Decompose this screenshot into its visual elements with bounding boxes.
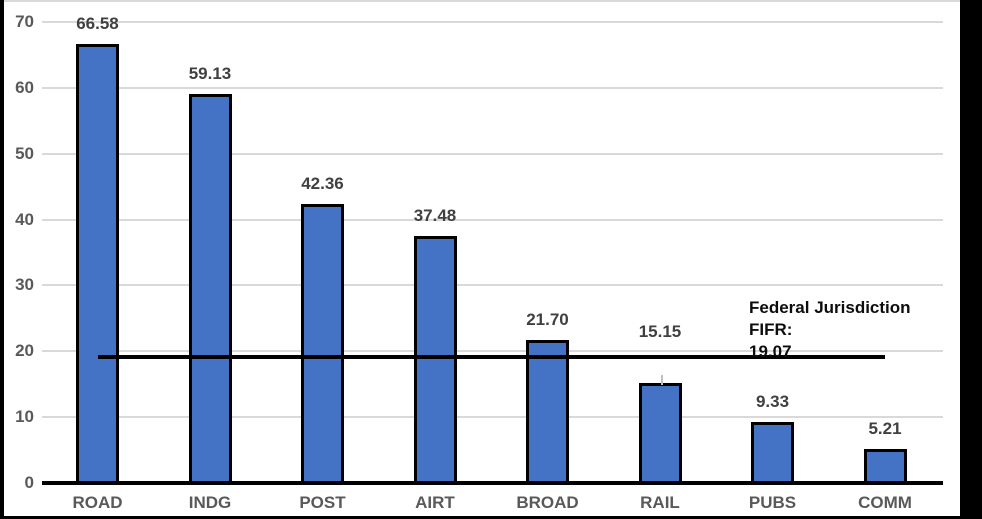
y-tick-label-60: 60	[15, 78, 34, 97]
bar-value-label-pubs: 9.33	[755, 392, 790, 411]
reference-line-label-value: 19.07	[749, 342, 792, 361]
y-tick-label-0: 0	[24, 473, 34, 492]
bar-broad	[526, 340, 569, 485]
x-tick-label-comm: COMM	[858, 493, 912, 512]
y-tick-label-30: 30	[15, 275, 34, 294]
leader-line-rail	[661, 375, 663, 385]
bar-pubs	[751, 422, 794, 485]
gridline-20	[42, 350, 943, 352]
bar-airt	[413, 236, 457, 485]
bar-indg	[188, 94, 232, 485]
bar-road	[76, 44, 119, 485]
y-tick-label-40: 40	[15, 210, 34, 229]
gridline-30	[42, 284, 943, 286]
reference-line	[97, 355, 885, 359]
bar-value-label-broad: 21.70	[526, 310, 569, 329]
x-tick-label-rail: RAIL	[640, 493, 680, 512]
y-tick-label-10: 10	[15, 407, 34, 426]
bar-value-label-airt: 37.48	[413, 206, 457, 225]
bar-value-label-road: 66.58	[76, 14, 119, 33]
bar-value-label-post: 42.36	[301, 174, 344, 193]
y-tick-label-20: 20	[15, 341, 34, 360]
x-tick-label-indg: INDG	[188, 493, 232, 512]
gridline-50	[42, 153, 943, 155]
bar-value-label-indg: 59.13	[188, 64, 232, 83]
bar-rail	[638, 383, 682, 485]
gridline-10	[42, 416, 943, 418]
gridline-60	[42, 87, 943, 89]
reference-line-label: Federal Jurisdiction FIFR: 19.07	[749, 297, 954, 363]
bar-chart: 0 10 20 30 40 50 60 70 66.58 59.13 42.36 37.48 21.7…	[4, 0, 960, 516]
y-tick-label-50: 50	[15, 144, 34, 163]
reference-line-label-text: Federal Jurisdiction FIFR:	[749, 298, 911, 339]
x-tick-label-airt: AIRT	[415, 493, 455, 512]
bar-comm	[863, 449, 907, 485]
x-tick-label-broad: BROAD	[516, 493, 579, 512]
bar-value-label-rail: 15.15	[638, 322, 682, 341]
bar-post	[301, 204, 344, 485]
x-tick-label-road: ROAD	[72, 493, 123, 512]
gridline-40	[42, 219, 943, 221]
gridline-70	[42, 21, 943, 23]
y-tick-label-70: 70	[15, 12, 34, 31]
chart-top-edge	[4, 0, 960, 2]
bar-value-label-comm: 5.21	[868, 419, 902, 438]
x-tick-label-post: POST	[299, 493, 346, 512]
x-axis-line	[42, 481, 943, 485]
x-tick-label-pubs: PUBS	[748, 493, 797, 512]
